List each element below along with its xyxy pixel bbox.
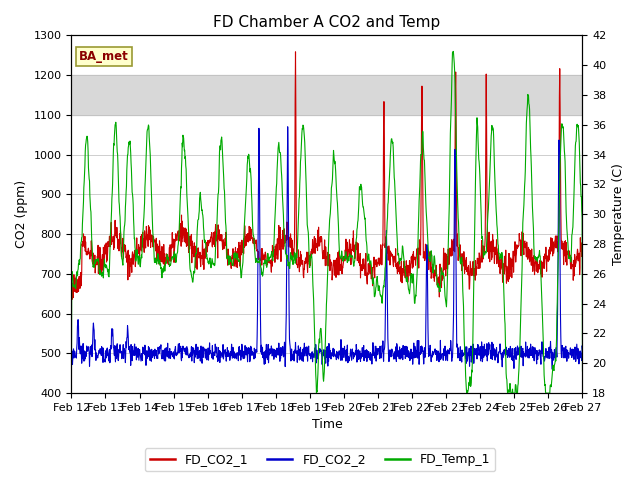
X-axis label: Time: Time	[312, 419, 342, 432]
Y-axis label: CO2 (ppm): CO2 (ppm)	[15, 180, 28, 248]
Title: FD Chamber A CO2 and Temp: FD Chamber A CO2 and Temp	[213, 15, 440, 30]
Y-axis label: Temperature (C): Temperature (C)	[612, 163, 625, 265]
Bar	[72, 75, 582, 115]
Legend: FD_CO2_1, FD_CO2_2, FD_Temp_1: FD_CO2_1, FD_CO2_2, FD_Temp_1	[145, 448, 495, 471]
Text: BA_met: BA_met	[79, 50, 129, 63]
